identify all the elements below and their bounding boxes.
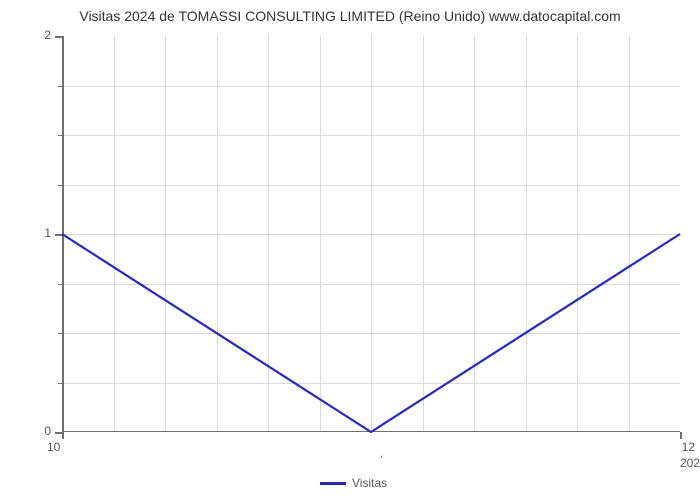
ytick-minor [58, 284, 62, 285]
grid-h [62, 135, 680, 136]
ytick-major [55, 36, 62, 38]
y-axis-label: 2 [0, 28, 51, 42]
grid-h [62, 185, 680, 186]
legend: Visitas [320, 476, 387, 490]
legend-swatch [320, 482, 346, 485]
xtick-major [62, 432, 64, 439]
x-axis-label: 12 [665, 440, 695, 454]
x-axis-label: 10 [47, 440, 77, 454]
ytick-minor [58, 383, 62, 384]
axis-left [62, 36, 64, 432]
ytick-minor [58, 333, 62, 334]
ytick-minor [58, 86, 62, 87]
axis-bottom [62, 431, 680, 433]
grid-h [62, 333, 680, 334]
y-axis-label: 1 [0, 226, 51, 240]
grid-h [62, 383, 680, 384]
ytick-minor [58, 185, 62, 186]
xtick-major [680, 432, 682, 439]
y-axis-label: 0 [0, 424, 51, 438]
ytick-major [55, 432, 62, 434]
chart-title: Visitas 2024 de TOMASSI CONSULTING LIMIT… [0, 8, 700, 24]
grid-h [62, 234, 680, 235]
ytick-minor [58, 135, 62, 136]
visits-line-chart: Visitas 2024 de TOMASSI CONSULTING LIMIT… [0, 0, 700, 500]
footer-dot-label: . [380, 448, 383, 460]
plot-area [62, 36, 680, 432]
x-axis-sublabel: 202 [660, 456, 700, 470]
legend-label: Visitas [352, 476, 387, 490]
grid-h [62, 86, 680, 87]
ytick-major [55, 234, 62, 236]
grid-h [62, 284, 680, 285]
